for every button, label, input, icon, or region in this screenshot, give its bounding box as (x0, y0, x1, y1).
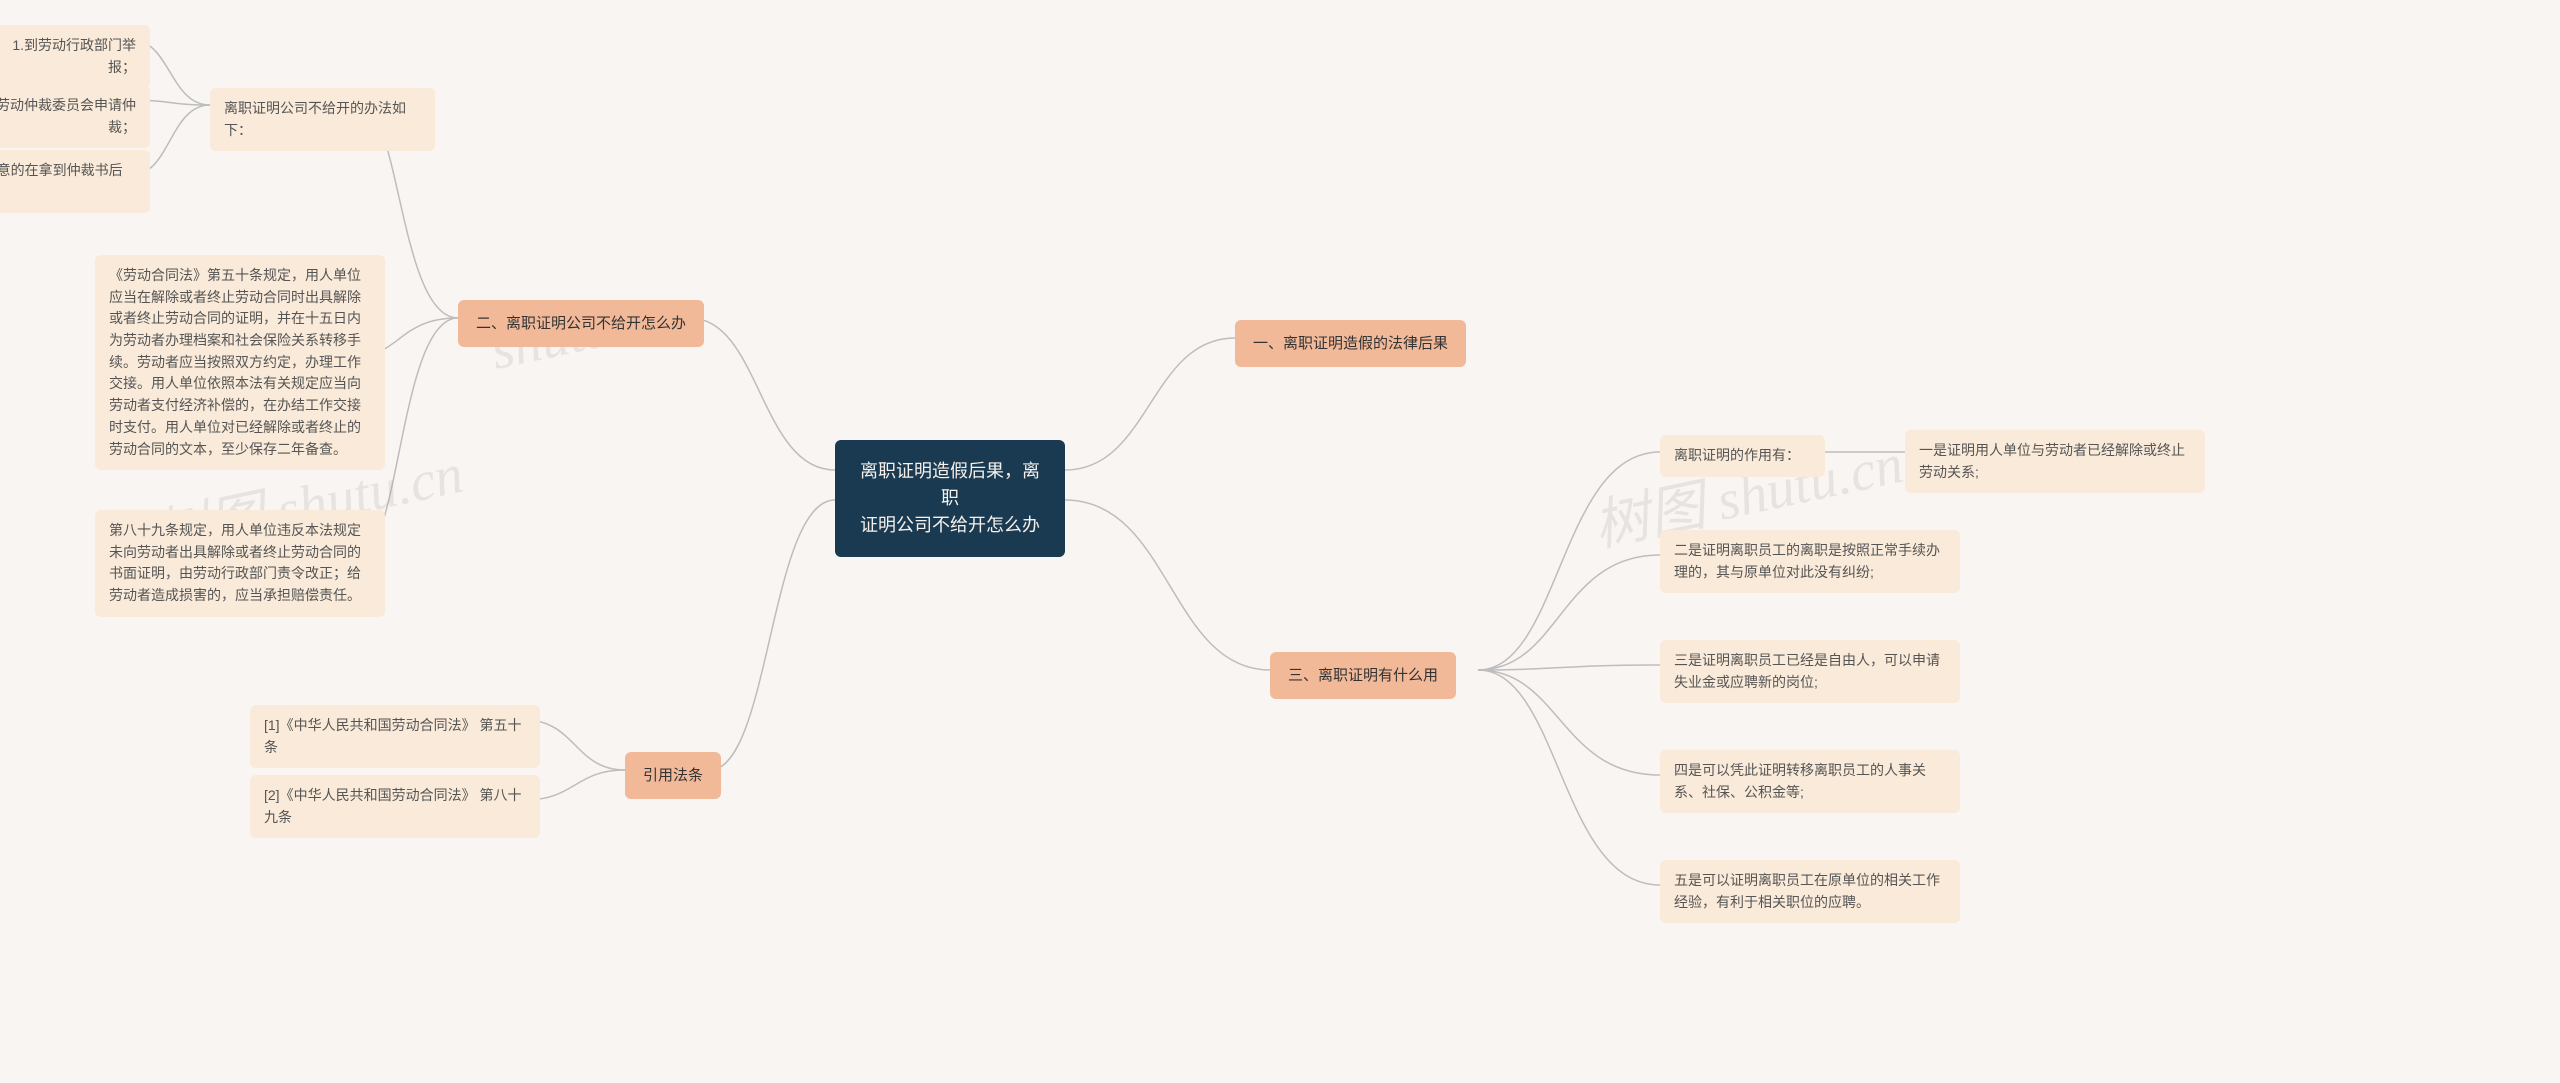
b3-c2: 二是证明离职员工的离职是按照正常手续办理的，其与原单位对此没有纠纷; (1660, 530, 1960, 593)
b2-sub: 离职证明公司不给开的办法如下： (210, 88, 435, 151)
b3-sub: 离职证明的作用有： (1660, 435, 1825, 477)
b3-c3: 三是证明离职员工已经是自由人，可以申请失业金或应聘新的岗位; (1660, 640, 1960, 703)
b3-c1: 一是证明用人单位与劳动者已经解除或终止劳动关系; (1905, 430, 2205, 493)
b2-c3: 3.如果对仲裁结果不满意的在拿到仲裁书后15天之内到法院起诉。 (0, 150, 150, 213)
b3-c4: 四是可以凭此证明转移离职员工的人事关系、社保、公积金等; (1660, 750, 1960, 813)
root-line2: 证明公司不给开怎么办 (857, 512, 1043, 539)
root-line1: 离职证明造假后果，离职 (857, 458, 1043, 512)
ref-c1: [1]《中华人民共和国劳动合同法》 第五十条 (250, 705, 540, 768)
branch-1: 一、离职证明造假的法律后果 (1235, 320, 1466, 367)
branch-ref: 引用法条 (625, 752, 721, 799)
branch-2: 二、离职证明公司不给开怎么办 (458, 300, 704, 347)
b2-c2: 2.到劳动仲裁委员会申请仲裁； (0, 85, 150, 148)
b3-c5: 五是可以证明离职员工在原单位的相关工作经验，有利于相关职位的应聘。 (1660, 860, 1960, 923)
ref-c2: [2]《中华人民共和国劳动合同法》 第八十九条 (250, 775, 540, 838)
b2-c1: 1.到劳动行政部门举报； (0, 25, 150, 88)
b2-c4: 《劳动合同法》第五十条规定，用人单位应当在解除或者终止劳动合同时出具解除或者终止… (95, 255, 385, 470)
b2-c5: 第八十九条规定，用人单位违反本法规定未向劳动者出具解除或者终止劳动合同的书面证明… (95, 510, 385, 617)
root-node: 离职证明造假后果，离职 证明公司不给开怎么办 (835, 440, 1065, 557)
branch-3: 三、离职证明有什么用 (1270, 652, 1456, 699)
